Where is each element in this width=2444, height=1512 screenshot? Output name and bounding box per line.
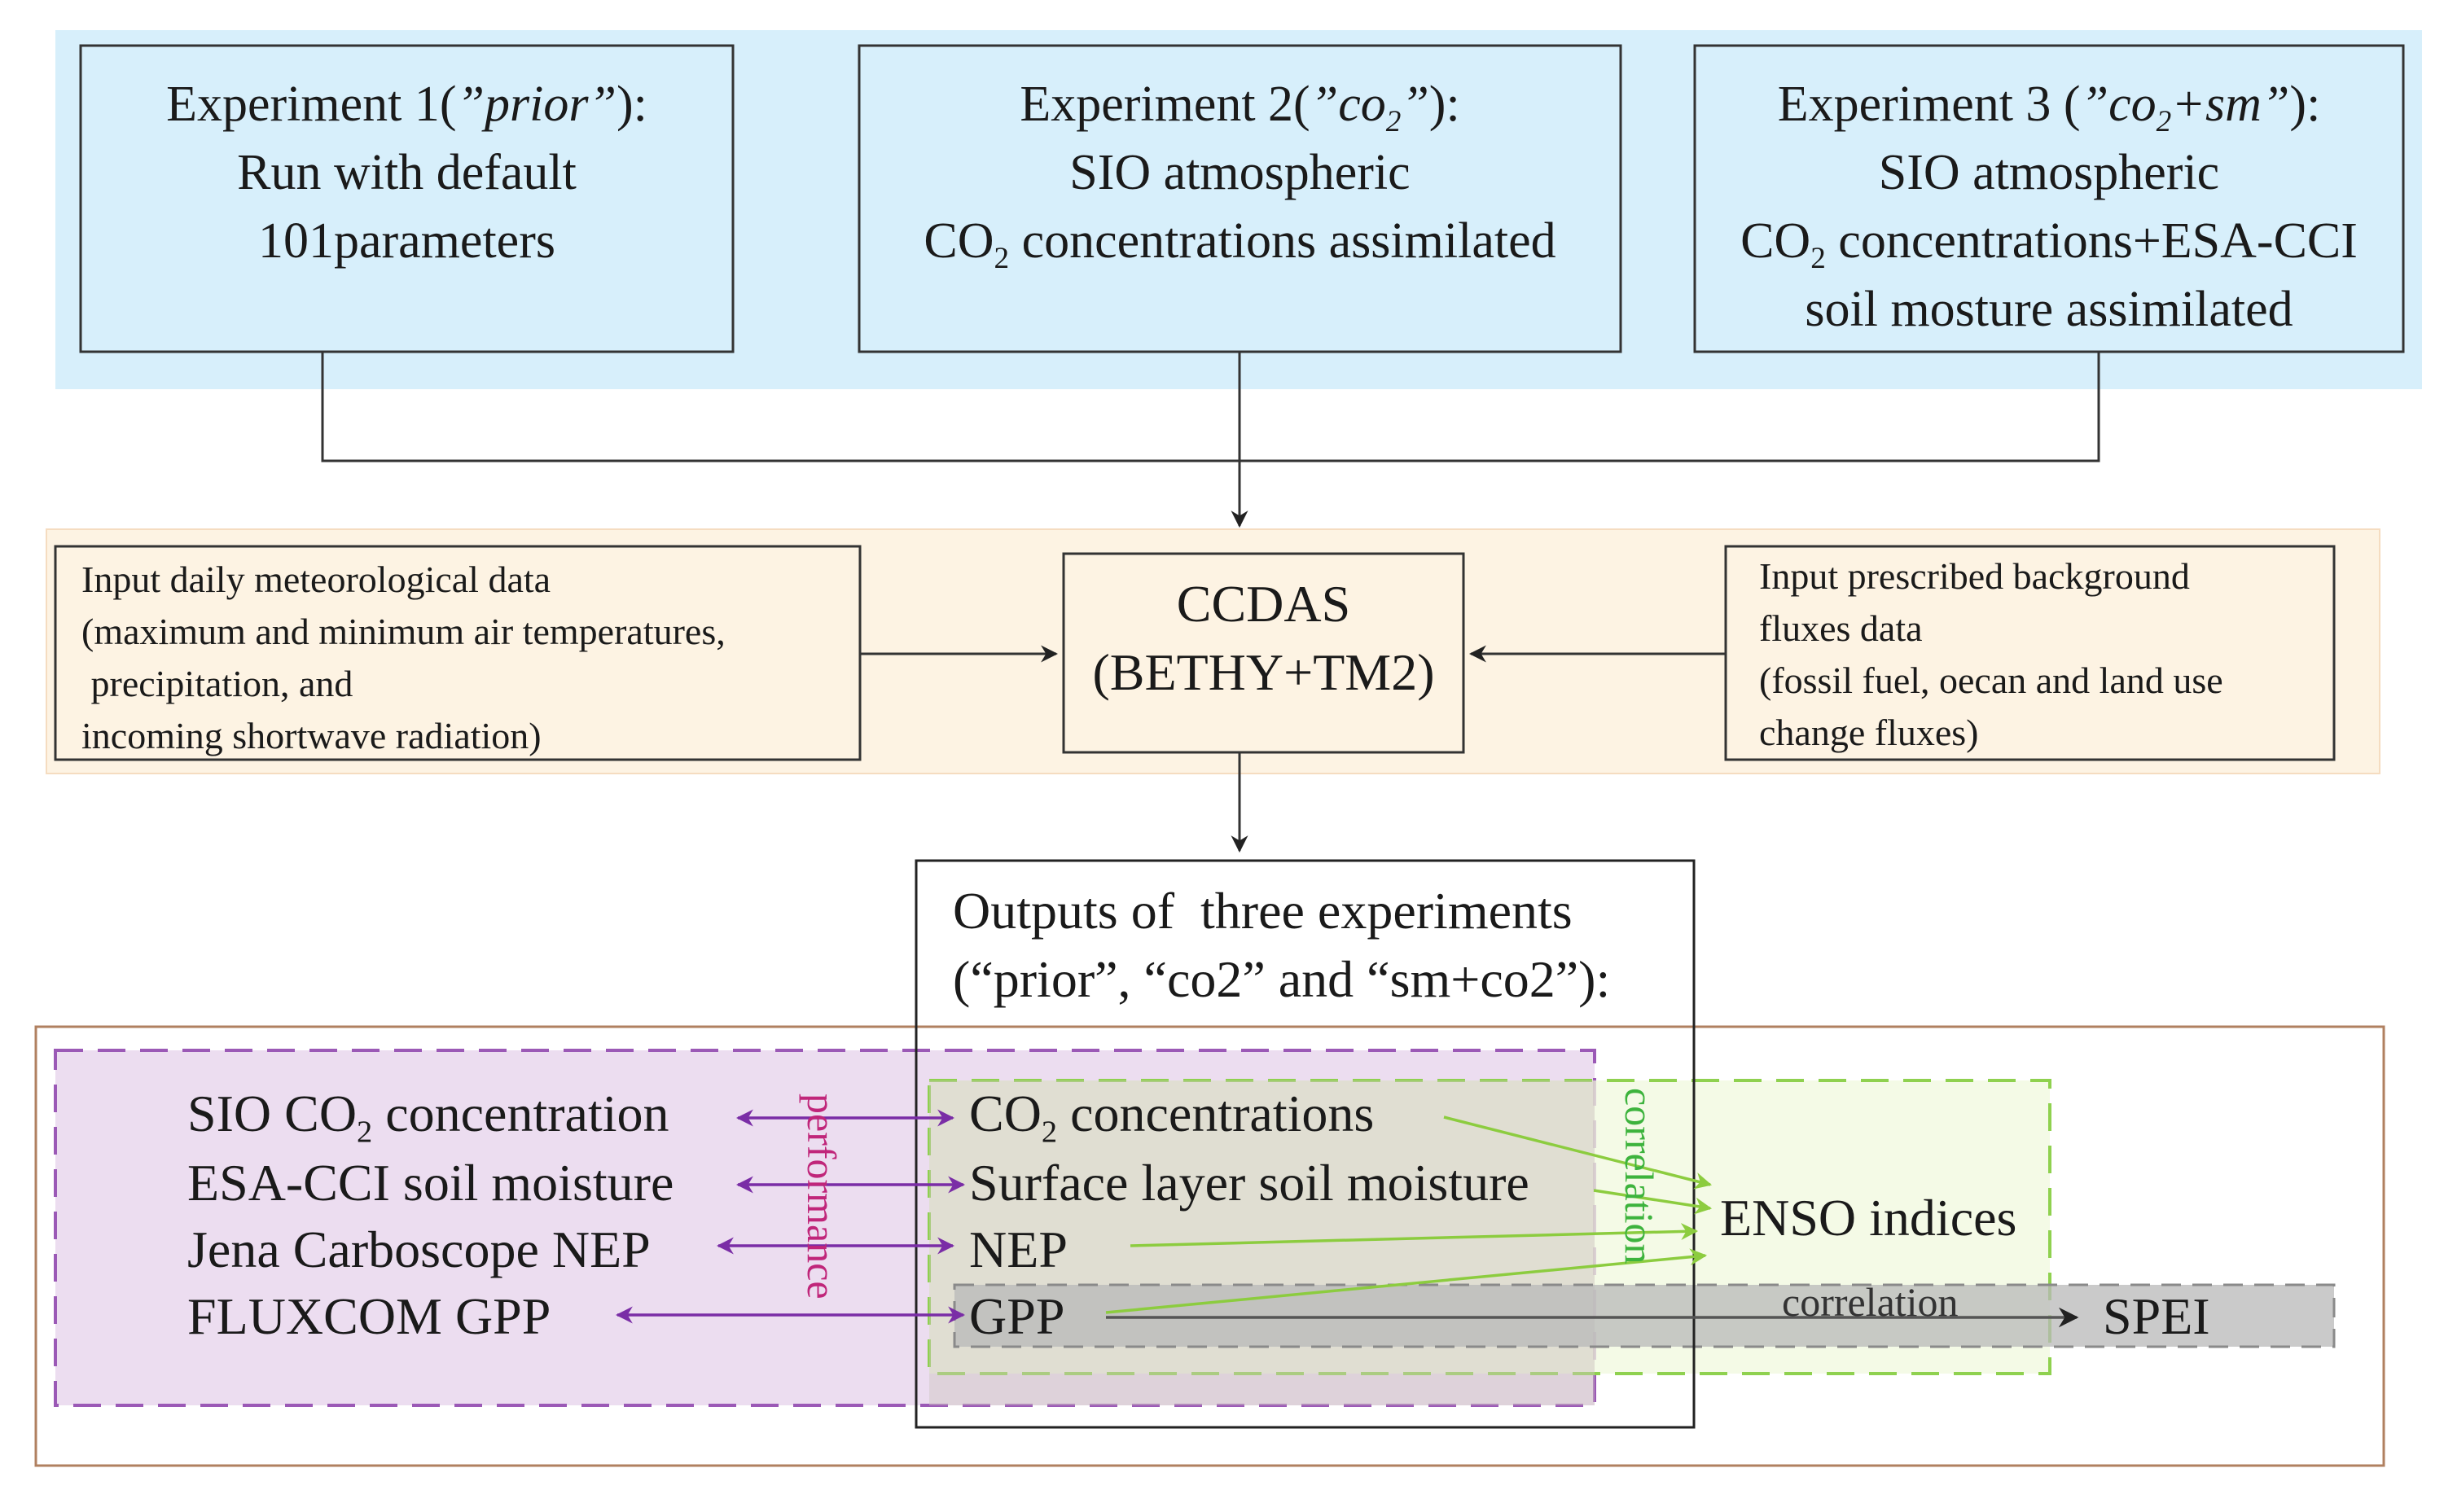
background-input-box	[1724, 545, 2336, 761]
performance-arrows	[615, 1109, 966, 1324]
experiment-1-line-2: 101parameters	[258, 213, 555, 269]
experiment-1-line-1: Run with default	[237, 145, 577, 200]
experiment-3-line-1: SIO atmospheric	[1878, 145, 2220, 200]
outputs-box	[915, 859, 1696, 1429]
experiment-3-title-suffix: ):	[2289, 77, 2321, 132]
experiment-3-box	[1693, 44, 2405, 353]
sio-co2-label-sub: 2	[357, 1115, 373, 1150]
experiment-3-line-2-sub: 2	[1810, 242, 1826, 276]
background-line-2: fluxes data	[1759, 607, 1923, 649]
background-input-label: Input prescribed background fluxes data …	[1759, 550, 2223, 759]
background-line-4: change fluxes)	[1759, 712, 1979, 753]
performance-label: performance	[799, 1093, 845, 1299]
experiment-3-line-3: soil mosture assimilated	[1805, 282, 2293, 337]
esa-cci-label: ESA-CCI soil moisture	[187, 1154, 674, 1212]
fluxcom-gpp-label: FLUXCOM GPP	[187, 1287, 551, 1345]
meteorological-input-box	[54, 545, 862, 761]
experiment-3-title-sub: 2	[2156, 105, 2172, 139]
output-co2-label-a: CO	[969, 1085, 1042, 1142]
experiment-2-box	[858, 44, 1622, 353]
spei-band	[953, 1283, 2336, 1348]
meteorological-line-2: (maximum and minimum air temperatures,	[81, 611, 726, 652]
enso-indices-label: ENSO indices	[1720, 1189, 2017, 1247]
nep-enso-arrow	[1130, 1222, 1699, 1247]
ccdas-line-2: (BETHY+TM2)	[1092, 643, 1435, 701]
experiment-2-title-suffix: ):	[1428, 77, 1460, 132]
output-soil-label: Surface layer soil moisture	[969, 1154, 1529, 1212]
experiment-2-title-sub: 2	[1385, 105, 1402, 139]
experiment-2-title-end: ”	[1401, 77, 1429, 132]
experiment-2-line-1: SIO atmospheric	[1069, 145, 1411, 200]
output-gpp-label: GPP	[969, 1287, 1065, 1345]
output-co2-label-b: concentrations	[1057, 1085, 1375, 1142]
ccdas-line-1: CCDAS	[1176, 575, 1351, 633]
spei-label: SPEI	[2103, 1287, 2210, 1345]
meteorological-line-3: precipitation, and	[81, 663, 353, 704]
background-line-3: (fossil fuel, oecan and land use	[1759, 660, 2223, 701]
sio-co2-label-b: concentration	[372, 1085, 669, 1142]
experiment-2-title-prefix: Experiment 2(	[1020, 77, 1310, 132]
output-co2-label-sub: 2	[1041, 1115, 1058, 1150]
experiment-3-label: Experiment 3 (”co2+sm”): SIO atmospheric…	[1695, 70, 2403, 344]
outputs-line-1: Outputs of three experiments	[953, 882, 1573, 940]
experiment-1-label: Experiment 1(”prior”): Run with default …	[81, 70, 733, 275]
correlation-vertical-label: correlation	[1617, 1088, 1662, 1264]
experiment-1-title-prefix: Experiment 1(	[166, 77, 457, 132]
meteorological-line-4: incoming shortwave radiation)	[81, 715, 542, 756]
sio-co2-label: SIO CO2 concentration	[187, 1085, 669, 1148]
meteorological-input-label: Input daily meteorological data (maximum…	[81, 554, 726, 762]
outputs-line-2: (“prior”, “co2” and “sm+co2”):	[953, 950, 1611, 1008]
background-line-1: Input prescribed background	[1759, 555, 2190, 597]
experiment-3-title-name: ”co	[2080, 77, 2157, 132]
sio-co2-label-a: SIO CO	[187, 1085, 358, 1142]
experiment-3-title-prefix: Experiment 3 (	[1777, 77, 2081, 132]
ccdas-box	[1062, 552, 1465, 754]
meteorological-line-1: Input daily meteorological data	[81, 559, 551, 600]
experiment-2-title-name: ”co	[1310, 77, 1386, 132]
outputs-heading: Outputs of three experiments (“prior”, “…	[953, 877, 1610, 1014]
experiment-1-title-name: ”prior”	[456, 77, 616, 132]
experiment-2-line-2-sub: 2	[994, 242, 1010, 276]
evaluation-frame	[34, 1025, 2385, 1467]
experiment-2-line-2-b: concentrations assimilated	[1009, 213, 1556, 269]
experiment-2-line-2-a: CO	[924, 213, 994, 269]
experiment-1-title-suffix: ):	[616, 77, 647, 132]
experiment-3-title-end: +sm”	[2171, 77, 2290, 132]
spei-correlation-label: correlation	[1782, 1279, 1959, 1325]
output-co2-label: CO2 concentrations	[969, 1085, 1375, 1148]
gpp-enso-arrow	[1105, 1248, 1708, 1314]
experiment-3-line-2-b: concentrations+ESA-CCI	[1825, 213, 2358, 269]
experiment-1-box	[79, 44, 735, 353]
experiment-2-label: Experiment 2(”co2”): SIO atmospheric CO2…	[859, 70, 1621, 275]
ccdas-label: CCDAS (BETHY+TM2)	[1064, 570, 1463, 707]
experiments-connector	[321, 352, 2100, 528]
soil-enso-arrow	[1593, 1189, 1713, 1215]
co2-enso-arrow	[1443, 1115, 1713, 1190]
jena-nep-label: Jena Carboscope NEP	[187, 1221, 651, 1278]
enso-correlation-arrows	[1105, 1115, 1713, 1314]
output-nep-label: NEP	[969, 1221, 1068, 1278]
experiment-3-line-2-a: CO	[1740, 213, 1811, 269]
